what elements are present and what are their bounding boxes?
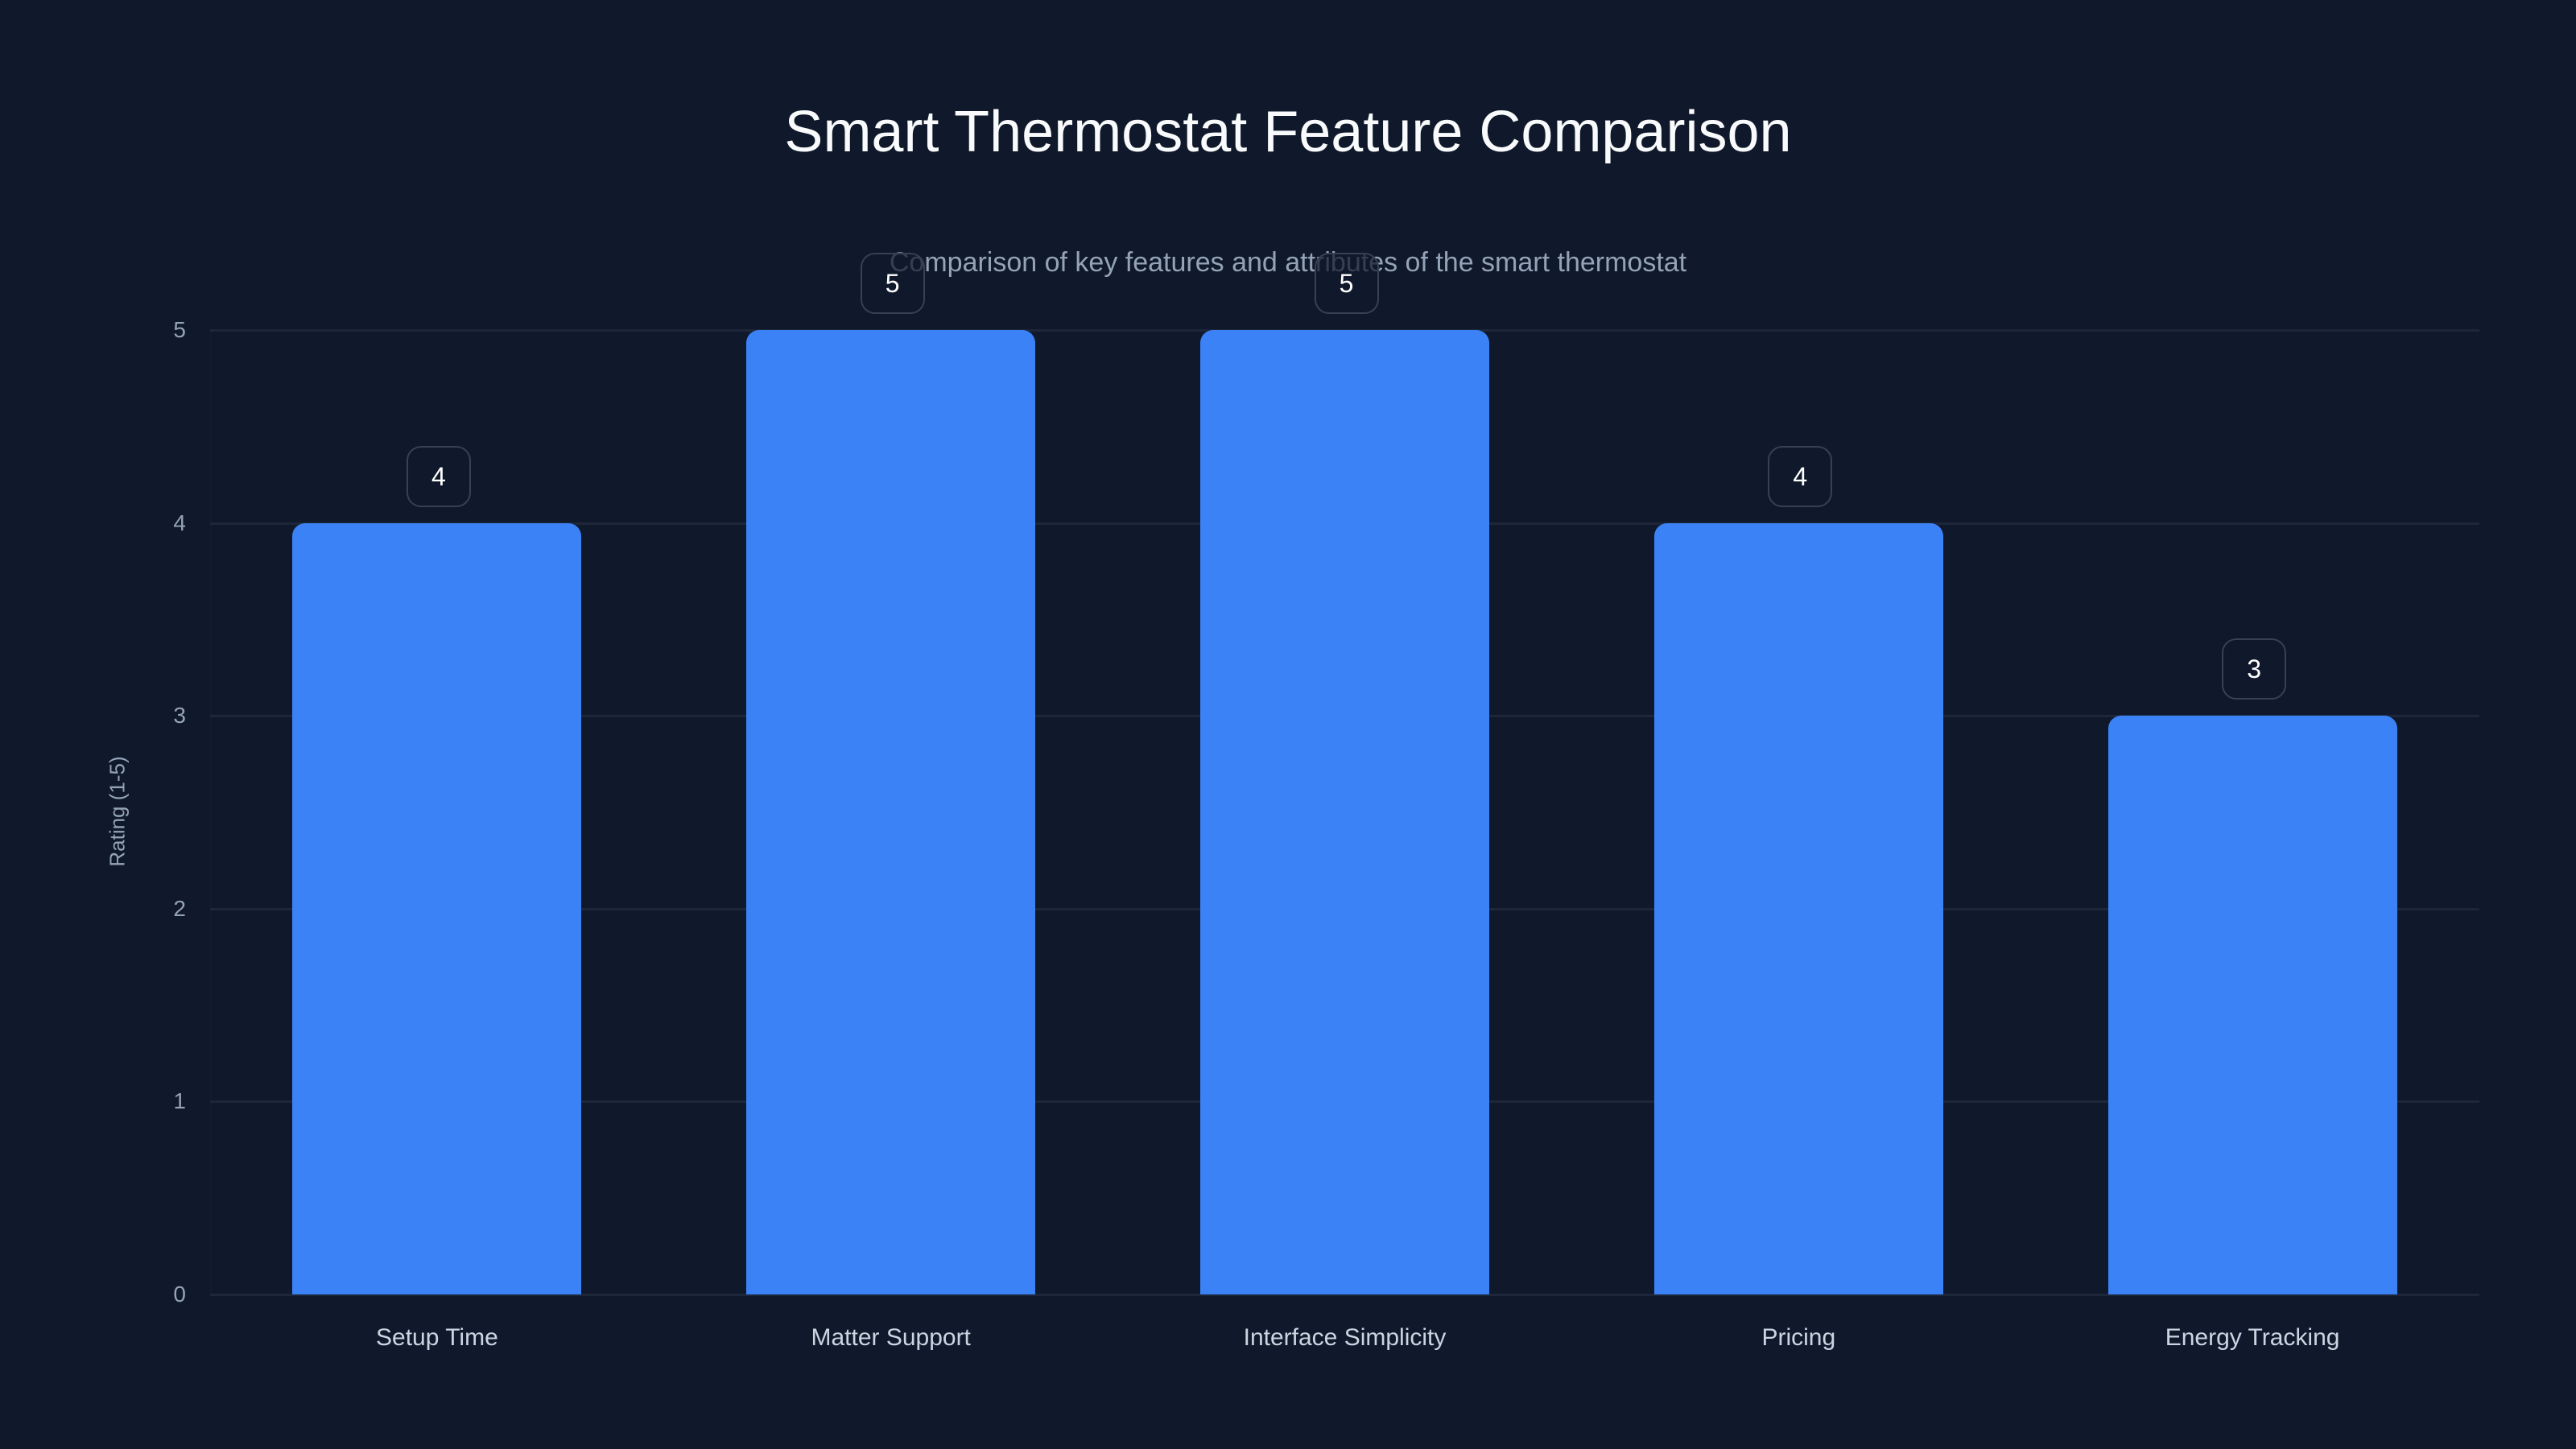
y-tick-5: 5	[173, 317, 186, 342]
value-label: 5	[860, 253, 925, 314]
bar-interface-simplicity	[1200, 330, 1489, 1294]
value-label: 4	[1768, 445, 1833, 507]
y-axis-line	[210, 330, 212, 1294]
bar-pricing	[1653, 522, 1943, 1294]
x-tick-label: Matter Support	[811, 1324, 971, 1351]
y-tick-0: 0	[173, 1282, 186, 1307]
value-label: 3	[2222, 638, 2287, 700]
y-tick-3: 3	[173, 703, 186, 729]
y-tick-2: 2	[173, 895, 186, 921]
gridline-0	[210, 1294, 2479, 1296]
y-axis-label: Rating (1-5)	[105, 756, 130, 867]
plot-area: 0 1 2 3 4 5 4 5 5 4 3	[173, 253, 2479, 1307]
y-tick-4: 4	[173, 510, 186, 535]
bar-energy-tracking	[2107, 716, 2397, 1294]
chart-title: Smart Thermostat Feature Comparison	[784, 100, 1792, 164]
bar-setup-time	[292, 522, 582, 1294]
chart-subtitle: Comparison of key features and attribute…	[889, 247, 1687, 278]
value-label: 4	[406, 445, 471, 507]
x-tick-label: Interface Simplicity	[1243, 1324, 1447, 1351]
x-tick-label: Setup Time	[376, 1324, 498, 1351]
y-tick-1: 1	[173, 1088, 186, 1114]
x-tick-label: Energy Tracking	[2165, 1324, 2340, 1351]
x-tick-label: Pricing	[1761, 1324, 1836, 1351]
bar-matter-support	[746, 330, 1036, 1294]
value-label: 5	[1314, 253, 1379, 314]
